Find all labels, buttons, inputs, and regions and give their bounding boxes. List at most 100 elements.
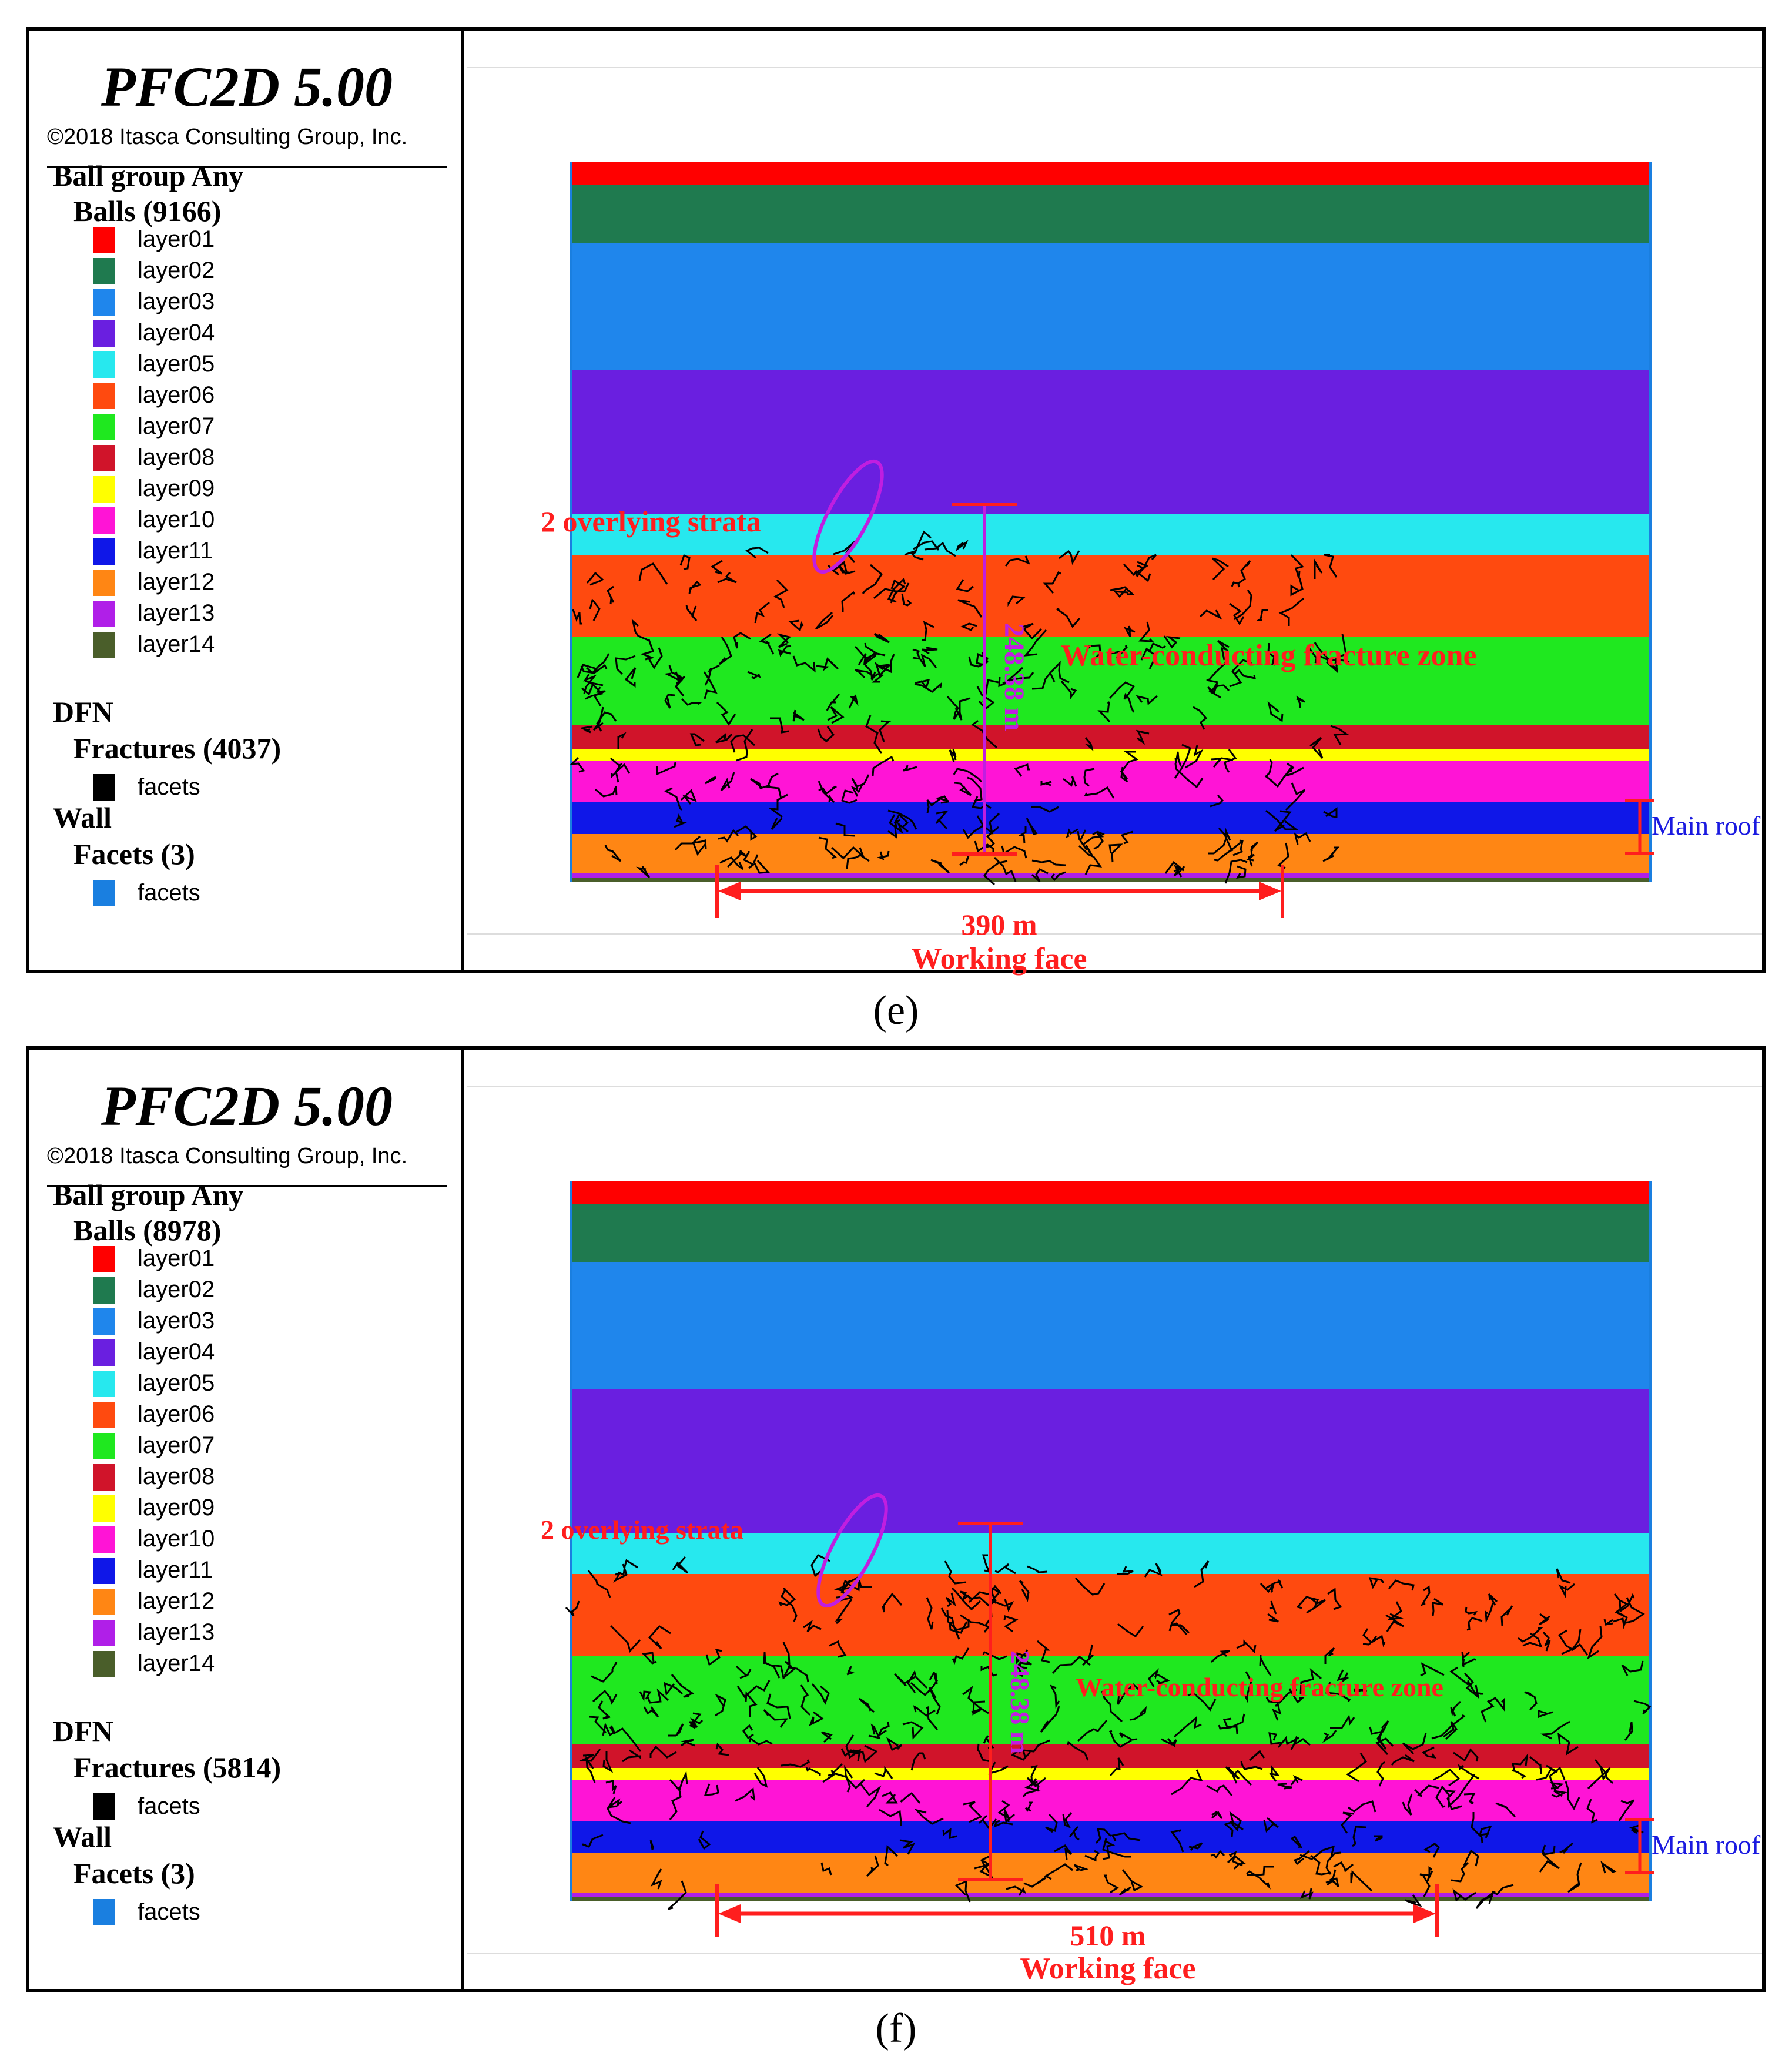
fracture-segment xyxy=(1376,1761,1385,1787)
fracture-segment xyxy=(862,564,883,594)
color-swatch xyxy=(93,601,115,627)
fracture-segment xyxy=(592,1689,618,1705)
fracture-segment xyxy=(1222,1717,1238,1734)
fracture-segment xyxy=(1081,1644,1094,1666)
fracture-segment xyxy=(664,1682,684,1696)
legend-item-label: layer13 xyxy=(138,1619,215,1645)
fracture-segment xyxy=(945,1592,956,1607)
fracture-segment xyxy=(1265,1689,1297,1704)
fracture-segment xyxy=(1624,1722,1633,1741)
fracture-segment xyxy=(809,1711,824,1727)
fracture-segment xyxy=(815,657,839,671)
fracture-segment xyxy=(873,632,890,644)
fracture-segment xyxy=(747,671,761,679)
wall-facets-label: facets xyxy=(138,880,200,906)
fracture-segment xyxy=(613,1563,628,1583)
fracture-segment xyxy=(685,605,698,621)
width-label: 510 m xyxy=(1070,1919,1145,1952)
fracture-segment xyxy=(903,765,917,772)
legend-item-label: layer05 xyxy=(138,1370,215,1396)
fracture-segment xyxy=(579,1749,601,1762)
fracture-segment xyxy=(1586,1799,1598,1824)
fracture-segment xyxy=(1322,1730,1337,1743)
fracture-segment xyxy=(742,851,755,869)
fractures-count: Fractures (4037) xyxy=(73,732,282,765)
fracture-segment xyxy=(1224,749,1237,773)
fracture-segment xyxy=(1120,830,1134,845)
fracture-segment xyxy=(997,1800,1010,1822)
strata-label: 2 overlying strata xyxy=(541,1515,743,1545)
legend-item-label: layer12 xyxy=(138,1588,215,1614)
stratum-layer11 xyxy=(572,802,1649,834)
fracture-segment xyxy=(681,1739,695,1747)
fracture-segment xyxy=(978,1814,997,1830)
fracture-segment xyxy=(855,669,876,679)
fracture-segment xyxy=(1103,1874,1119,1894)
fracture-segment xyxy=(592,706,604,731)
fracture-segment xyxy=(1234,590,1252,621)
fracture-segment xyxy=(1538,1709,1553,1719)
fracture-segment xyxy=(846,854,870,869)
fracture-segment xyxy=(1144,1563,1163,1578)
fracture-segment xyxy=(1156,1673,1170,1685)
fracture-segment xyxy=(1006,1885,1026,1896)
fracture-segment xyxy=(1023,1877,1046,1888)
fracture-segment xyxy=(1054,1844,1073,1860)
main-roof-label: Main roof xyxy=(1652,811,1761,840)
fracture-segment xyxy=(1529,1756,1542,1774)
fracture-segment xyxy=(1450,1700,1462,1717)
fracture-segment xyxy=(1309,736,1324,759)
fracture-segment xyxy=(1495,1802,1516,1818)
fracture-facets-label: facets xyxy=(138,1793,200,1819)
fracture-segment xyxy=(763,1652,781,1679)
fracture-segment xyxy=(745,547,769,559)
fracture-segment xyxy=(777,633,792,648)
fracture-segment xyxy=(792,655,816,673)
fracture-segment xyxy=(1621,1660,1644,1676)
fracture-segment xyxy=(910,1752,926,1771)
fracture-segment xyxy=(1019,826,1027,844)
color-swatch xyxy=(93,1339,115,1366)
fracture-segment xyxy=(1136,729,1150,745)
copyright-text: ©2018 Itasca Consulting Group, Inc. xyxy=(47,1144,408,1168)
fracture-segment xyxy=(1003,1808,1015,1823)
fracture-segment xyxy=(1296,695,1305,708)
fracture-segment xyxy=(993,856,1017,882)
fracture-segment xyxy=(1247,1866,1274,1876)
fracture-segment xyxy=(935,795,950,804)
fracture-segment xyxy=(1250,841,1259,857)
fracture-segment xyxy=(1405,1894,1422,1907)
fracture-segment xyxy=(1324,1647,1335,1664)
fracture-segment xyxy=(753,1767,768,1788)
fracture-segment xyxy=(1084,856,1103,875)
fracture-segment xyxy=(1458,1764,1479,1780)
fracture-segment xyxy=(1288,1688,1305,1704)
particle-model xyxy=(570,1181,1652,1901)
fracture-segment xyxy=(887,823,897,839)
fracture-segment xyxy=(1368,1577,1385,1589)
fracture-segment xyxy=(730,734,756,753)
fracture-segment xyxy=(935,810,949,830)
fracture-segment xyxy=(607,1797,631,1824)
fracture-segment xyxy=(1194,1560,1210,1588)
fracture-segment xyxy=(1108,1730,1132,1748)
stratum-layer11 xyxy=(572,1821,1649,1853)
fracture-segment xyxy=(1463,1793,1476,1804)
fracture-segment xyxy=(595,786,618,798)
fracture-segment xyxy=(963,1801,983,1823)
fracture-segment xyxy=(649,1745,677,1759)
fracture-segment xyxy=(868,1723,881,1740)
fracture-segment xyxy=(639,1690,652,1702)
fracture-segment xyxy=(1310,1854,1332,1876)
fracture-segment xyxy=(919,654,937,668)
fracture-segment xyxy=(1014,1657,1032,1670)
fracture-segment xyxy=(946,695,960,720)
fracture-segment xyxy=(1325,1869,1337,1886)
color-swatch xyxy=(93,476,115,503)
fracture-segment xyxy=(951,1587,982,1611)
fracture-segment xyxy=(1077,829,1088,850)
fracture-segment xyxy=(1084,786,1115,799)
stratum-layer01 xyxy=(572,1181,1649,1204)
fracture-segment xyxy=(1542,1631,1551,1652)
fracture-segment xyxy=(890,579,906,604)
